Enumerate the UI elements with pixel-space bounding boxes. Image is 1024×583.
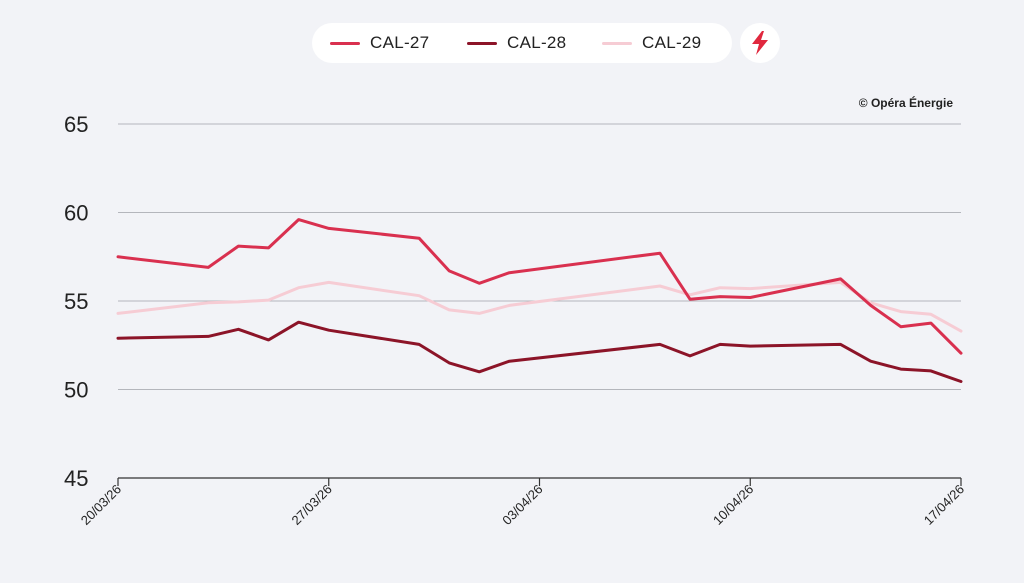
x-tick-label-27/03/26: 27/03/26: [288, 482, 334, 528]
legend-swatch-cal-29: [602, 41, 632, 45]
legend-swatch-cal-27: [330, 41, 360, 45]
copyright-credit: © Opéra Énergie: [858, 96, 953, 110]
x-tick-label-10/04/26: 10/04/26: [710, 482, 756, 528]
y-tick-label-60: 60: [64, 201, 88, 226]
legend-label-cal-28: CAL-28: [507, 33, 567, 52]
legend-item-cal-27[interactable]: CAL-27: [330, 23, 429, 63]
legend-label-cal-29: CAL-29: [642, 33, 702, 52]
legend-item-cal-28[interactable]: CAL-28: [467, 23, 566, 63]
series-line-cal-29: [116, 280, 963, 333]
legend-label-cal-27: CAL-27: [370, 33, 430, 52]
legend-item-cal-29[interactable]: CAL-29: [602, 23, 701, 63]
lightning-bolt-icon: [752, 31, 768, 55]
y-tick-label-65: 65: [64, 112, 88, 137]
series-line-cal-28: [116, 320, 963, 383]
x-tick-label-17/04/26: 17/04/26: [921, 482, 967, 528]
y-tick-label-50: 50: [64, 378, 88, 403]
series-line-cal-27: [116, 218, 963, 355]
legend-swatch-cal-28: [467, 41, 497, 45]
legend: CAL-27 CAL-28 CAL-29: [312, 23, 732, 63]
x-tick-label-03/04/26: 03/04/26: [499, 482, 545, 528]
y-tick-label-55: 55: [64, 289, 88, 314]
flash-button[interactable]: [740, 23, 780, 63]
y-tick-label-45: 45: [64, 466, 88, 491]
